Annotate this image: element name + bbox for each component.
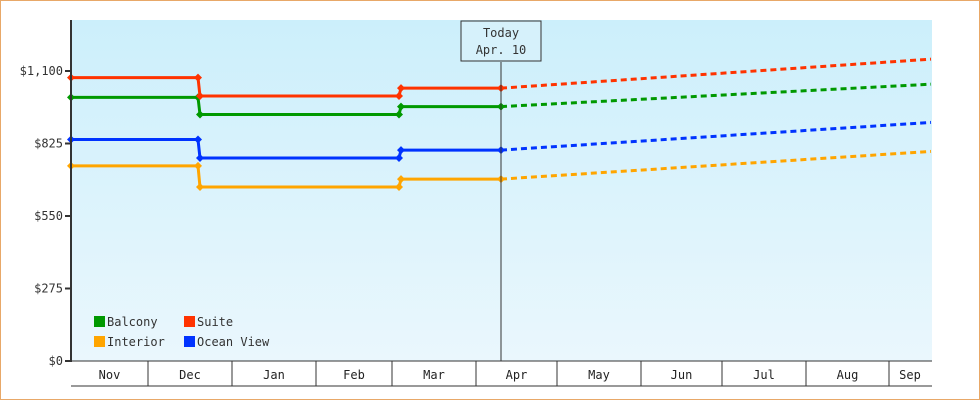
y-axis: $0 $275 $550 $825 $1,100 (20, 20, 72, 368)
today-marker: Today Apr. 10 (460, 20, 542, 361)
month-label: Aug (837, 368, 859, 382)
legend-swatch (184, 336, 195, 347)
data-point-marker (397, 102, 405, 111)
legend: Balcony Suite Interior Ocean View (94, 315, 270, 349)
historical-line (71, 138, 501, 160)
legend-label: Suite (197, 315, 233, 329)
data-point-marker (196, 110, 204, 119)
month-label: Apr (506, 368, 528, 382)
y-tick-label: $825 (34, 137, 63, 151)
historical-line (71, 76, 501, 98)
data-point-marker (194, 161, 202, 170)
projected-line (500, 82, 932, 109)
data-point-marker (395, 92, 403, 101)
month-label: Sep (899, 368, 921, 382)
legend-label: Interior (107, 335, 165, 349)
data-point-marker (196, 183, 204, 191)
data-point-marker (194, 135, 202, 144)
series-ocean-view (67, 120, 932, 162)
projected-line (500, 120, 932, 152)
month-label: Feb (343, 368, 365, 382)
legend-swatch (94, 316, 105, 327)
legend-item-interior: Interior (94, 335, 165, 349)
series-balcony (67, 82, 932, 119)
month-label: Dec (179, 368, 201, 382)
y-tick-label: $550 (34, 209, 63, 223)
y-tick-label: $275 (34, 282, 63, 296)
legend-item-balcony: Balcony (94, 315, 158, 329)
legend-swatch (94, 336, 105, 347)
data-point-marker (395, 154, 403, 162)
data-point-marker (397, 84, 405, 93)
data-point-marker (395, 183, 403, 191)
data-point-marker (196, 92, 204, 101)
data-point-marker (194, 73, 202, 82)
month-label: Mar (423, 368, 445, 382)
today-label-box (460, 20, 542, 62)
legend-label: Balcony (107, 315, 158, 329)
month-label: May (588, 368, 610, 382)
y-tick-label: $0 (49, 354, 63, 368)
series-suite (67, 57, 932, 101)
data-point-marker (397, 175, 405, 184)
today-date: Apr. 10 (476, 43, 527, 57)
projected-line (500, 149, 932, 181)
data-point-marker (397, 146, 405, 155)
legend-item-suite: Suite (184, 315, 233, 329)
series-interior (67, 149, 932, 191)
month-label: Jan (263, 368, 285, 382)
x-axis: Nov Dec Jan Feb Mar Apr May Jun Jul Aug Sep (71, 360, 932, 387)
legend-label: Ocean View (197, 335, 270, 349)
legend-item-ocean-view: Ocean View (184, 335, 270, 349)
projected-line (500, 57, 932, 90)
month-label: Nov (99, 368, 121, 382)
today-label: Today (483, 26, 519, 40)
y-tick-label: $1,100 (20, 64, 63, 78)
historical-line (71, 164, 501, 189)
data-point-marker (196, 154, 204, 162)
series-layer (67, 57, 932, 191)
historical-line (71, 95, 501, 116)
legend-swatch (184, 316, 195, 327)
month-label: Jul (753, 368, 775, 382)
data-point-marker (395, 110, 403, 119)
month-label: Jun (671, 368, 693, 382)
